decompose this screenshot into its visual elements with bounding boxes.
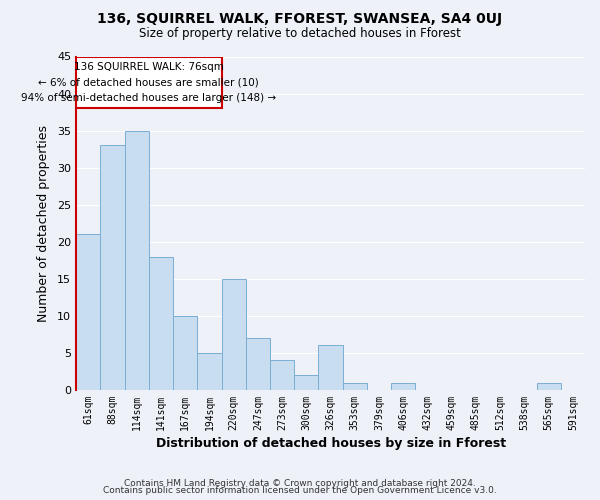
Text: Size of property relative to detached houses in Fforest: Size of property relative to detached ho…	[139, 28, 461, 40]
Bar	[246, 338, 270, 390]
Bar	[100, 146, 125, 390]
Bar	[149, 256, 173, 390]
Text: Contains public sector information licensed under the Open Government Licence v3: Contains public sector information licen…	[103, 486, 497, 495]
Bar	[197, 353, 221, 390]
Bar	[294, 375, 319, 390]
Bar	[270, 360, 294, 390]
Text: 136, SQUIRREL WALK, FFOREST, SWANSEA, SA4 0UJ: 136, SQUIRREL WALK, FFOREST, SWANSEA, SA…	[97, 12, 503, 26]
Bar	[76, 56, 221, 108]
Bar	[536, 382, 561, 390]
Bar	[319, 346, 343, 390]
Bar	[125, 130, 149, 390]
Bar	[343, 382, 367, 390]
Y-axis label: Number of detached properties: Number of detached properties	[37, 124, 50, 322]
X-axis label: Distribution of detached houses by size in Fforest: Distribution of detached houses by size …	[155, 437, 506, 450]
Bar	[173, 316, 197, 390]
Bar	[221, 279, 246, 390]
Bar	[76, 234, 100, 390]
Text: Contains HM Land Registry data © Crown copyright and database right 2024.: Contains HM Land Registry data © Crown c…	[124, 478, 476, 488]
Bar	[391, 382, 415, 390]
Text: 136 SQUIRREL WALK: 76sqm
← 6% of detached houses are smaller (10)
94% of semi-de: 136 SQUIRREL WALK: 76sqm ← 6% of detache…	[21, 62, 277, 103]
